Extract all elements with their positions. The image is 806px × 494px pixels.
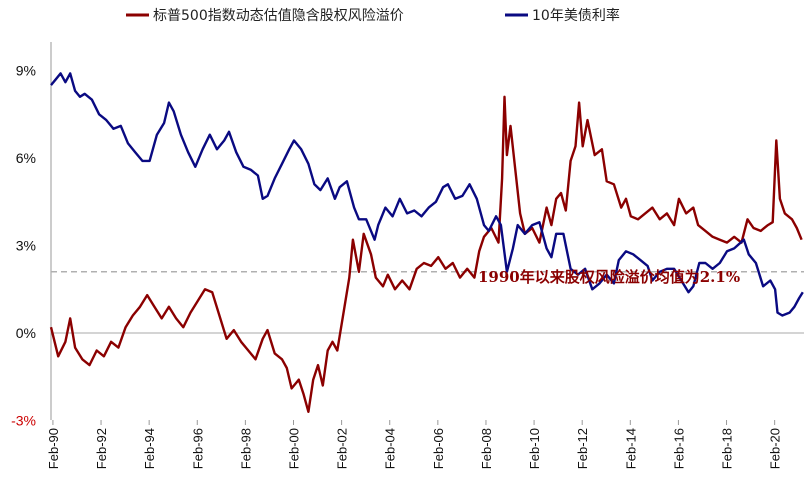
x-tick-label: Feb-94: [142, 428, 157, 469]
x-tick-label: Feb-90: [46, 428, 61, 469]
x-tick-label: Feb-12: [575, 428, 590, 469]
y-tick-label: -3%: [11, 413, 36, 429]
series-line-treasury: [50, 72, 804, 317]
legend-label-treasury: 10年美债利率: [532, 7, 620, 24]
x-tick-label: Feb-00: [286, 428, 301, 469]
x-tick-label: Feb-02: [335, 428, 350, 469]
x-tick-label: Feb-10: [527, 428, 542, 469]
y-tick-label: 0%: [16, 325, 36, 341]
x-tick-label: Feb-98: [238, 428, 253, 469]
x-tick-label: Feb-92: [94, 428, 109, 469]
y-tick-labels: 9% 6% 3% 0% -3%: [11, 63, 36, 429]
x-tick-label: Feb-18: [720, 428, 735, 469]
x-tick-labels: Feb-90 Feb-92 Feb-94 Feb-96 Feb-98 Feb-00 Feb-…: [46, 420, 783, 469]
legend: 标普500指数动态估值隐含股权风险溢价 10年美债利率: [126, 7, 620, 24]
y-tick-label: 3%: [16, 238, 36, 254]
mean-annotation: 1990年以来股权风险溢价均值为2.1%: [478, 268, 740, 286]
y-tick-label: 6%: [16, 150, 36, 166]
x-tick-label: Feb-16: [671, 428, 686, 469]
x-tick-label: Feb-04: [383, 428, 398, 469]
x-tick-label: Feb-08: [479, 428, 494, 469]
legend-label-erp: 标普500指数动态估值隐含股权风险溢价: [153, 8, 404, 24]
y-tick-label: 9%: [16, 63, 36, 79]
x-tick-label: Feb-06: [431, 428, 446, 469]
x-tick-label: Feb-14: [623, 428, 638, 469]
series-line-erp: [49, 95, 803, 413]
x-tick-label: Feb-96: [190, 428, 205, 469]
x-tick-label: Feb-20: [768, 428, 783, 469]
